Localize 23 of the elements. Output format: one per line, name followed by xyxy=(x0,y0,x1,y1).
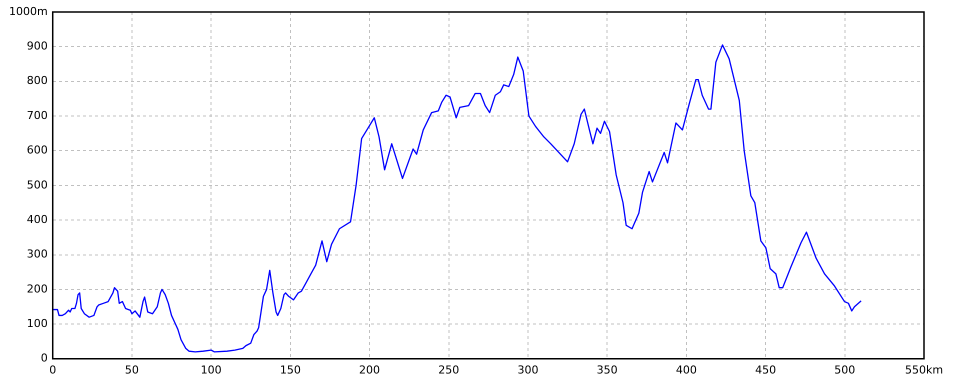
y-tick-label: 400 xyxy=(26,212,48,226)
x-tick-label: 150 xyxy=(280,363,301,376)
x-tick-label: 350 xyxy=(596,363,618,376)
x-tick-label: 200 xyxy=(359,363,380,376)
x-tick-label: 300 xyxy=(517,363,538,376)
x-tick-label: 0 xyxy=(49,363,56,376)
y-tick-label: 100 xyxy=(26,316,48,330)
y-tick-label: 1000m xyxy=(8,4,48,18)
y-tick-label: 700 xyxy=(26,108,48,122)
y-tick-label: 900 xyxy=(26,40,48,53)
y-tick-label: 800 xyxy=(26,74,48,88)
x-tick-label: 250 xyxy=(438,363,460,376)
y-tick-label: 0 xyxy=(40,352,48,365)
y-tick-label: 600 xyxy=(26,144,48,157)
x-tick-label: 100 xyxy=(200,363,222,376)
y-tick-label: 200 xyxy=(26,282,48,296)
x-tick-label: 400 xyxy=(676,363,697,376)
x-tick-label: 50 xyxy=(124,363,139,376)
y-tick-label: 300 xyxy=(26,248,48,261)
y-tick-label: 500 xyxy=(26,178,48,192)
x-tick-label: 550km xyxy=(904,363,944,376)
x-tick-label: 450 xyxy=(755,363,776,376)
x-tick-label: 500 xyxy=(834,363,856,376)
